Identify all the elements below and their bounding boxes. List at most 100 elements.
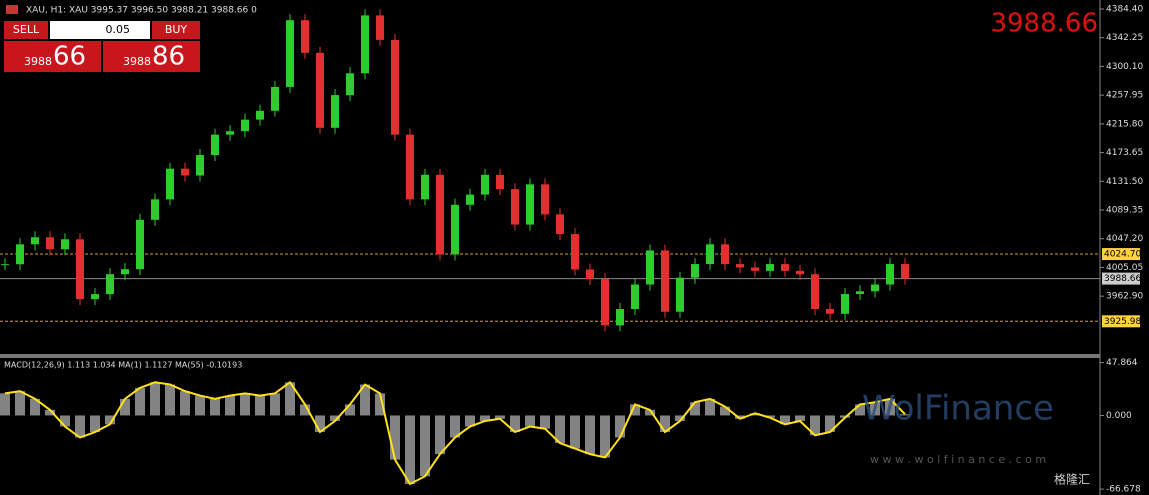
- y-tick-label: 4384.40: [1106, 4, 1143, 14]
- sell-big: 3988: [24, 55, 52, 68]
- candle: [286, 20, 294, 87]
- candle: [796, 270, 804, 275]
- macd-bar: [450, 415, 460, 438]
- candle: [376, 15, 384, 40]
- macd-bar: [195, 395, 205, 416]
- watermark-source: 格隆汇: [1054, 472, 1090, 487]
- candle: [811, 274, 819, 310]
- symbol-line: XAU, H1: XAU 3995.37 3996.50 3988.21 398…: [26, 6, 257, 16]
- y-tick-label: -66.678: [1106, 485, 1141, 495]
- candle: [1, 264, 9, 266]
- big-price: 3988.66: [990, 9, 1098, 39]
- candle: [616, 309, 624, 326]
- candle: [736, 264, 744, 268]
- candle: [211, 134, 219, 156]
- macd-bar: [510, 415, 520, 433]
- macd-bar: [315, 415, 325, 433]
- macd-bar: [555, 415, 565, 444]
- macd-bar: [390, 415, 400, 460]
- buy-price-box[interactable]: [103, 41, 200, 72]
- y-tick-label: 3962.90: [1106, 292, 1143, 302]
- sell-price-box[interactable]: [4, 41, 101, 72]
- macd-bar: [15, 391, 25, 416]
- macd-bar: [405, 415, 415, 484]
- macd-bar: [660, 415, 670, 433]
- candle: [331, 95, 339, 128]
- macd-bar: [465, 415, 475, 427]
- macd-bar: [30, 398, 40, 416]
- watermark-brand: WolFinance: [862, 389, 1054, 429]
- macd-bar: [345, 404, 355, 416]
- macd-bar: [165, 384, 175, 416]
- pane-separator: [0, 354, 1100, 358]
- macd-bar: [765, 415, 775, 418]
- macd-label: MACD(12,26,9) 1.113 1.034 MA(1) 1.1127 M…: [4, 361, 242, 370]
- candle: [406, 134, 414, 200]
- icon: [6, 5, 18, 14]
- candle: [301, 20, 309, 53]
- macd-bar: [735, 415, 745, 419]
- lot-value[interactable]: 0.05: [106, 23, 131, 36]
- candle: [856, 291, 864, 295]
- y-tick-label: 4089.35: [1106, 206, 1143, 216]
- macd-bar: [240, 393, 250, 416]
- candle: [46, 237, 54, 250]
- candle: [91, 294, 99, 300]
- sell-small: 66: [53, 42, 86, 72]
- macd-bar: [810, 415, 820, 436]
- macd-bar: [600, 415, 610, 458]
- macd-bar: [615, 415, 625, 438]
- candle: [181, 168, 189, 176]
- candle: [586, 269, 594, 280]
- candle: [631, 284, 639, 310]
- macd-bar: [855, 404, 865, 416]
- watermark-site: w w w . w o l f i n a n c e . c o m: [870, 453, 1046, 466]
- level-tag: [1102, 315, 1140, 328]
- candle: [571, 234, 579, 270]
- y-tick-label: 4005.05: [1106, 263, 1143, 273]
- macd-bar: [435, 415, 445, 455]
- macd-bar: [690, 402, 700, 416]
- y-tick-label: 4047.20: [1106, 234, 1143, 244]
- macd-bar: [90, 415, 100, 433]
- macd-bar: [360, 384, 370, 416]
- lot-input[interactable]: [50, 21, 150, 39]
- candle: [76, 239, 84, 300]
- candle: [511, 189, 519, 225]
- candle: [226, 131, 234, 135]
- candle: [601, 279, 609, 326]
- macd-bar: [780, 415, 790, 425]
- level-tag: [1102, 248, 1140, 261]
- candle: [841, 294, 849, 314]
- candle: [241, 119, 249, 132]
- candle: [271, 86, 279, 111]
- candle: [436, 174, 444, 255]
- macd-bar: [585, 415, 595, 455]
- candle: [151, 199, 159, 220]
- macd-bar: [225, 395, 235, 416]
- macd-bar: [60, 415, 70, 427]
- candle: [466, 194, 474, 205]
- macd-bar: [120, 398, 130, 416]
- level-label: 3925.98: [1104, 317, 1141, 327]
- macd-bar: [270, 393, 280, 416]
- candle: [391, 39, 399, 135]
- candle: [16, 244, 24, 265]
- buy-button[interactable]: [152, 21, 200, 39]
- candle: [826, 309, 834, 314]
- macd-bar: [570, 415, 580, 449]
- candle: [526, 184, 534, 225]
- level-tag: [1102, 272, 1140, 285]
- candle: [901, 264, 909, 279]
- candle: [691, 264, 699, 278]
- macd-bar: [705, 398, 715, 416]
- candle: [421, 174, 429, 200]
- macd-bar: [0, 393, 10, 416]
- macd-bar: [825, 415, 835, 433]
- sell-button[interactable]: [4, 21, 48, 39]
- buy-label[interactable]: BUY: [165, 23, 188, 36]
- macd-bar: [750, 413, 760, 416]
- candle: [706, 244, 714, 265]
- sell-label[interactable]: SELL: [13, 23, 40, 36]
